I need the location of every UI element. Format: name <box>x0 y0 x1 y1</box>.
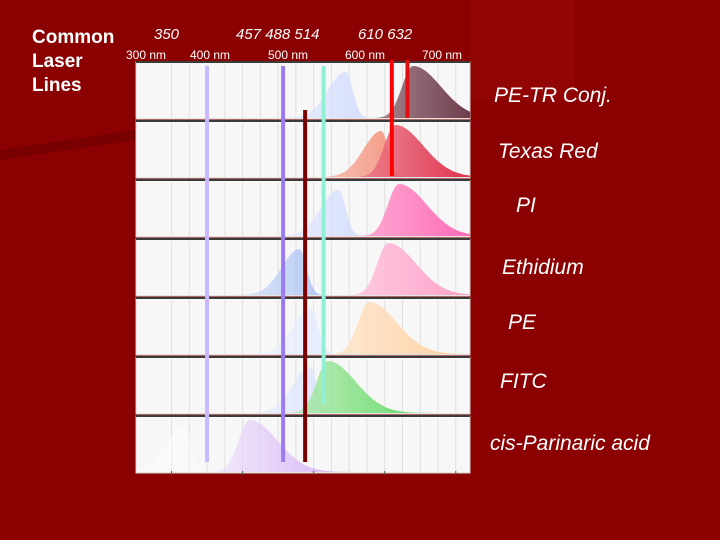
dye-label-cis-parinaric-acid: cis-Parinaric acid <box>490 432 650 455</box>
excitation-curve <box>136 426 470 472</box>
laser-lines-title: Common Laser Lines <box>32 26 114 98</box>
axis-tick-500: 500 nm <box>268 48 309 62</box>
emission-curve <box>136 243 470 295</box>
axis-tick-400: 400 nm <box>190 48 231 62</box>
laser-label-350: 350 <box>154 26 180 43</box>
dye-label-pi: PI <box>516 194 536 217</box>
emission-curve <box>136 66 470 118</box>
title-line-laser: Laser <box>32 51 83 72</box>
dye-panel <box>135 61 471 120</box>
excitation-curve <box>136 308 470 354</box>
dye-panel <box>135 238 471 297</box>
laser-line <box>303 110 308 462</box>
excitation-curve <box>136 367 470 413</box>
emission-curve <box>136 184 470 236</box>
laser-line <box>405 60 410 118</box>
dye-label-texas-red: Texas Red <box>498 140 598 163</box>
dye-panel <box>135 297 471 356</box>
dye-panel <box>135 356 471 415</box>
laser-label-457-488-514: 457 488 514 <box>236 26 320 43</box>
emission-curve <box>136 302 470 354</box>
emission-curve <box>136 125 470 177</box>
dye-panel <box>135 179 471 238</box>
dye-label-pe-tr-conj: PE-TR Conj. <box>494 84 612 107</box>
axis-tick-700: 700 nm <box>422 48 463 62</box>
excitation-curve <box>136 249 470 295</box>
dye-panel <box>135 120 471 179</box>
laser-label-610-632: 610 632 <box>358 26 413 43</box>
laser-line <box>321 66 326 404</box>
laser-line <box>205 66 210 462</box>
dye-label-fitc: FITC <box>500 370 547 393</box>
title-line-common: Common <box>32 27 115 48</box>
laser-line <box>281 66 286 462</box>
dye-label-pe: PE <box>508 311 537 334</box>
axis-tick-300: 300 nm <box>126 48 167 62</box>
dye-panel <box>135 415 471 474</box>
laser-line <box>389 60 394 176</box>
dye-label-ethidium: Ethidium <box>502 256 584 279</box>
title-line-lines: Lines <box>32 75 82 96</box>
axis-tick-600: 600 nm <box>345 48 386 62</box>
